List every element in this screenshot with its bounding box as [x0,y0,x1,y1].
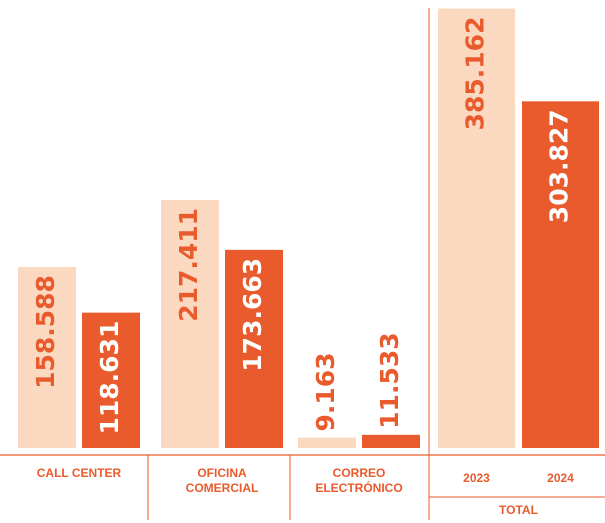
value-label: 158.588 [31,275,60,389]
bar [438,8,515,448]
value-label: 11.533 [375,332,404,428]
value-label: 385.162 [461,17,490,131]
x-tick-label: CORREO ELECTRÓNICO [315,466,403,495]
x-tick-label: 2024 [547,471,574,485]
bar [362,434,420,448]
group-label: TOTAL [499,503,538,517]
x-tick-label: CALL CENTER [36,466,122,480]
bar [522,101,599,449]
value-label: 303.827 [545,109,574,223]
bar [18,267,76,448]
bar [298,437,356,448]
value-label: 118.631 [95,321,124,435]
value-label: 9.163 [311,352,340,431]
x-tick-label: OFICINA COMERCIAL [185,466,259,495]
bar [225,249,283,448]
x-tick-label: 2023 [463,471,490,485]
bar [161,199,219,448]
value-label: 173.663 [238,258,267,372]
value-label: 217.411 [174,208,203,322]
bar [82,312,140,448]
